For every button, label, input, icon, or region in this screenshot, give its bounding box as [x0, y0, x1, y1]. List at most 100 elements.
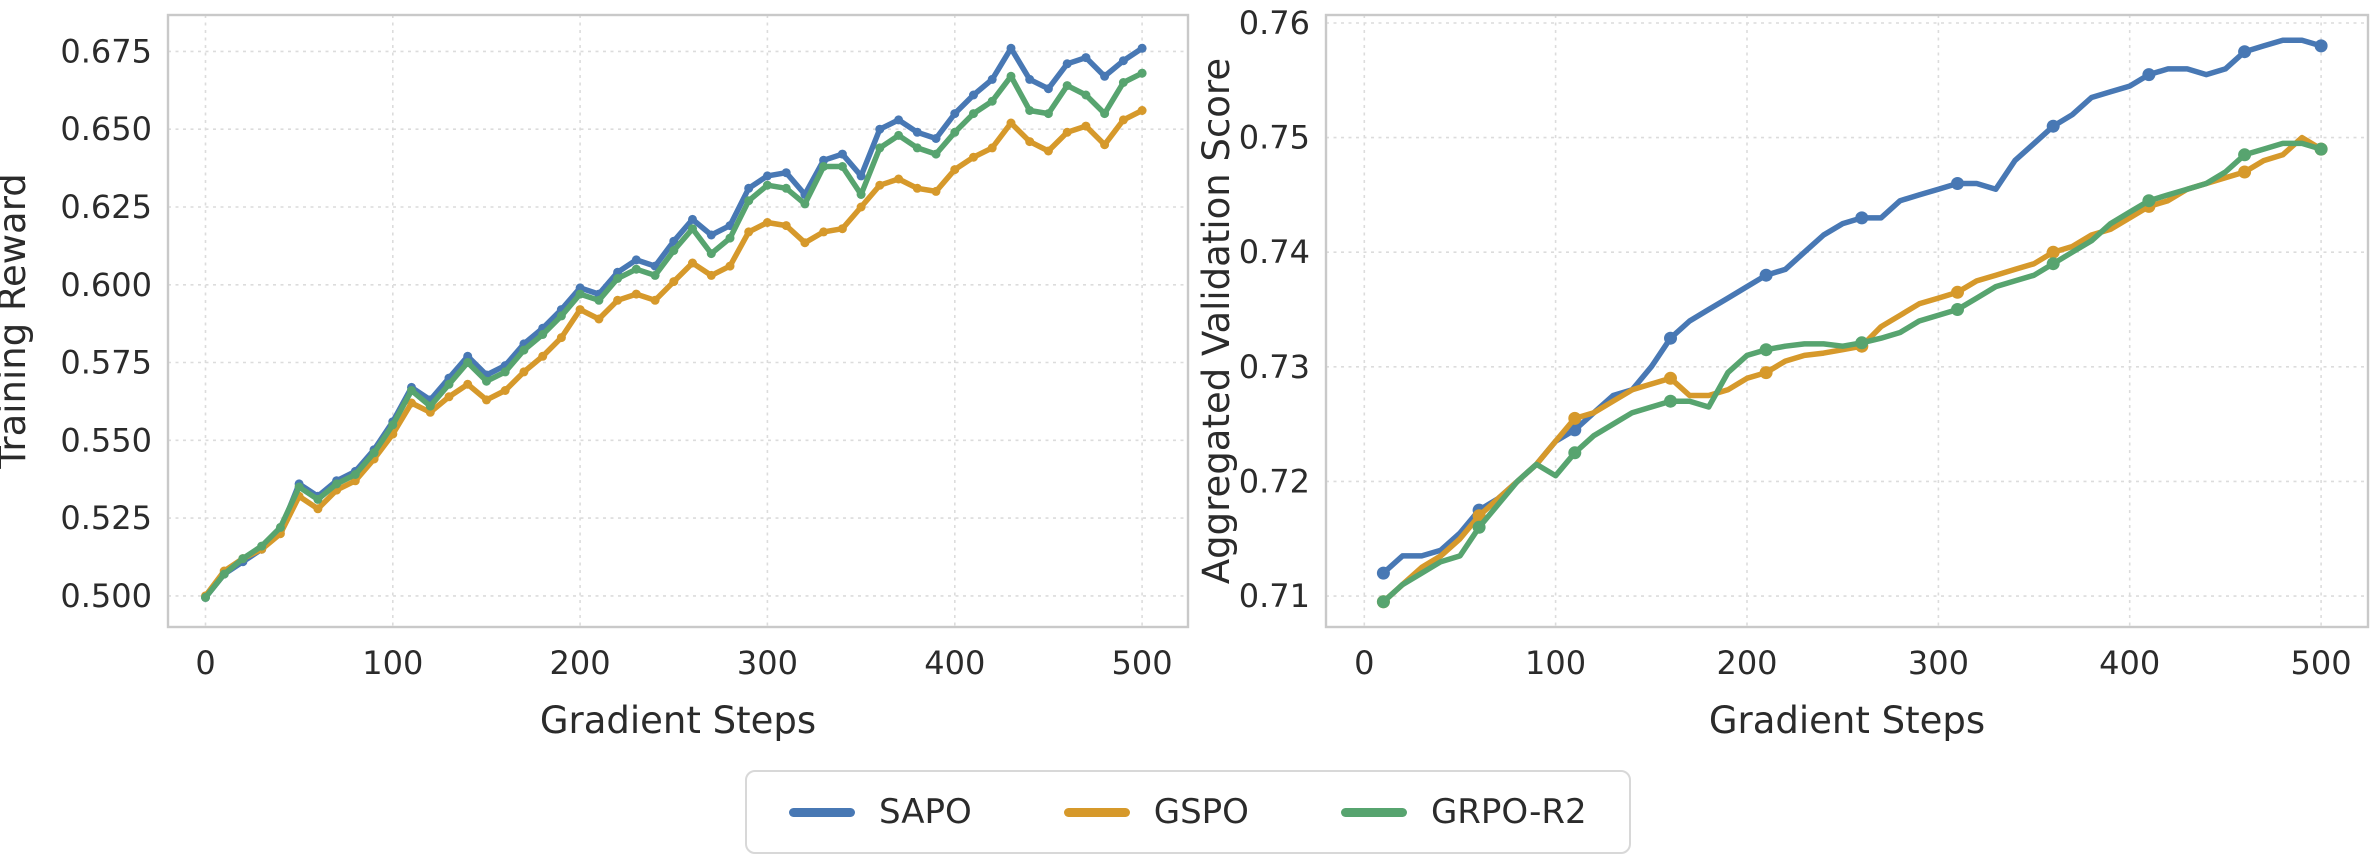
series-marker-grpo-r2	[219, 569, 229, 579]
series-marker-grpo-r2	[800, 199, 810, 209]
y-axis-label: Aggregated Validation Score	[1195, 58, 1238, 584]
series-marker-grpo-r2	[837, 162, 847, 171]
y-tick-label: 0.72	[1239, 462, 1310, 500]
series-marker-gspo	[613, 295, 623, 305]
series-marker-grpo-r2	[1006, 71, 1016, 81]
series-marker-sapo	[2142, 68, 2156, 82]
series-marker-sapo	[1100, 71, 1110, 81]
y-tick-label: 0.525	[60, 499, 152, 537]
series-line-grpo-r2	[1380, 140, 2324, 605]
series-marker-grpo-r2	[350, 470, 360, 479]
series-marker-sapo	[2046, 119, 2060, 133]
series-marker-gspo	[969, 152, 978, 162]
series-marker-grpo-r2	[444, 379, 454, 389]
series-marker-gspo	[875, 180, 885, 190]
y-tick-label: 0.675	[60, 32, 152, 70]
series-marker-gspo	[931, 186, 941, 196]
series-marker-sapo	[1759, 268, 1773, 282]
series-marker-gspo	[313, 504, 323, 514]
series-marker-gspo	[781, 221, 791, 231]
series-marker-grpo-r2	[1081, 90, 1091, 100]
series-marker-sapo	[688, 214, 697, 224]
series-marker-grpo-r2	[369, 448, 379, 458]
series-marker-sapo	[931, 134, 941, 143]
series-marker-grpo-r2	[388, 420, 398, 430]
series-marker-grpo-r2	[500, 367, 510, 377]
series-marker-grpo-r2	[669, 246, 679, 255]
series-marker-grpo-r2	[781, 183, 791, 193]
legend-item-sapo: SAPO	[789, 792, 972, 832]
series-marker-gspo	[1025, 137, 1035, 147]
series-marker-grpo-r2	[931, 149, 941, 159]
series-marker-gspo	[1062, 127, 1072, 137]
series-marker-grpo-r2	[257, 541, 267, 551]
series-marker-gspo	[800, 238, 810, 248]
x-tick-label: 0	[1354, 644, 1374, 682]
series-marker-gspo	[556, 333, 566, 343]
series-marker-sapo	[950, 109, 960, 119]
series-marker-grpo-r2	[894, 130, 904, 140]
series-marker-sapo	[631, 255, 641, 265]
series-marker-grpo-r2	[631, 264, 641, 274]
series-marker-sapo	[1081, 53, 1091, 63]
legend-label-gspo: GSPO	[1153, 792, 1249, 832]
x-tick-label: 500	[1112, 644, 1173, 682]
x-tick-label: 500	[2291, 644, 2352, 682]
series-marker-grpo-r2	[1664, 394, 1677, 408]
series-marker-sapo	[1137, 43, 1147, 53]
series-marker-grpo-r2	[2142, 194, 2156, 208]
x-tick-label: 200	[1716, 644, 1777, 682]
legend-label-sapo: SAPO	[879, 792, 972, 832]
series-marker-gspo	[519, 367, 529, 377]
series-marker-grpo-r2	[313, 494, 323, 504]
series-marker-grpo-r2	[294, 482, 304, 492]
series-line-sapo	[1380, 37, 2324, 576]
y-tick-label: 0.74	[1239, 233, 1310, 271]
series-marker-grpo-r2	[1568, 446, 1582, 460]
y-tick-label: 0.650	[60, 110, 152, 148]
series-marker-grpo-r2	[2238, 148, 2252, 162]
series-marker-gspo	[688, 258, 697, 268]
series-marker-sapo	[1043, 84, 1053, 94]
legend-label-grpo-r2: GRPO-R2	[1430, 792, 1587, 832]
series-marker-grpo-r2	[1472, 520, 1486, 534]
series-marker-grpo-r2	[875, 143, 885, 153]
series-marker-grpo-r2	[482, 376, 491, 386]
x-tick-label: 300	[737, 644, 798, 682]
series-marker-gspo	[912, 183, 922, 193]
series-marker-sapo	[856, 171, 866, 181]
series-marker-sapo	[1006, 43, 1016, 53]
series-marker-gspo	[463, 379, 473, 389]
series-marker-sapo	[762, 171, 772, 181]
series-marker-sapo	[575, 283, 585, 293]
series-marker-grpo-r2	[1855, 336, 1869, 350]
y-tick-label: 0.550	[60, 421, 152, 459]
series-marker-sapo	[1062, 59, 1072, 69]
series-marker-gspo	[819, 227, 829, 237]
series-marker-grpo-r2	[425, 401, 435, 411]
series-marker-grpo-r2	[613, 274, 623, 283]
series-marker-sapo	[969, 90, 978, 100]
series-marker-gspo	[1472, 509, 1486, 523]
series-marker-grpo-r2	[987, 96, 997, 106]
series-marker-sapo	[1568, 423, 1582, 437]
series-marker-grpo-r2	[1043, 109, 1053, 119]
series-marker-sapo	[1118, 56, 1128, 66]
series-marker-grpo-r2	[575, 289, 585, 299]
series-marker-gspo	[706, 270, 716, 280]
series-marker-grpo-r2	[819, 162, 829, 171]
series-marker-grpo-r2	[2046, 257, 2060, 271]
x-tick-label: 300	[1908, 644, 1969, 682]
series-marker-sapo	[2314, 39, 2328, 53]
series-marker-grpo-r2	[969, 109, 978, 119]
y-tick-label: 0.500	[60, 577, 152, 615]
y-tick-label: 0.76	[1239, 4, 1310, 42]
series-marker-grpo-r2	[856, 190, 866, 199]
sapo-line-swatch-icon	[789, 807, 855, 817]
series-marker-grpo-r2	[1100, 109, 1110, 119]
series-marker-grpo-r2	[725, 233, 735, 243]
series-marker-grpo-r2	[688, 224, 697, 234]
legend: SAPO GSPO GRPO-R2	[745, 770, 1631, 854]
series-marker-grpo-r2	[1025, 106, 1035, 115]
